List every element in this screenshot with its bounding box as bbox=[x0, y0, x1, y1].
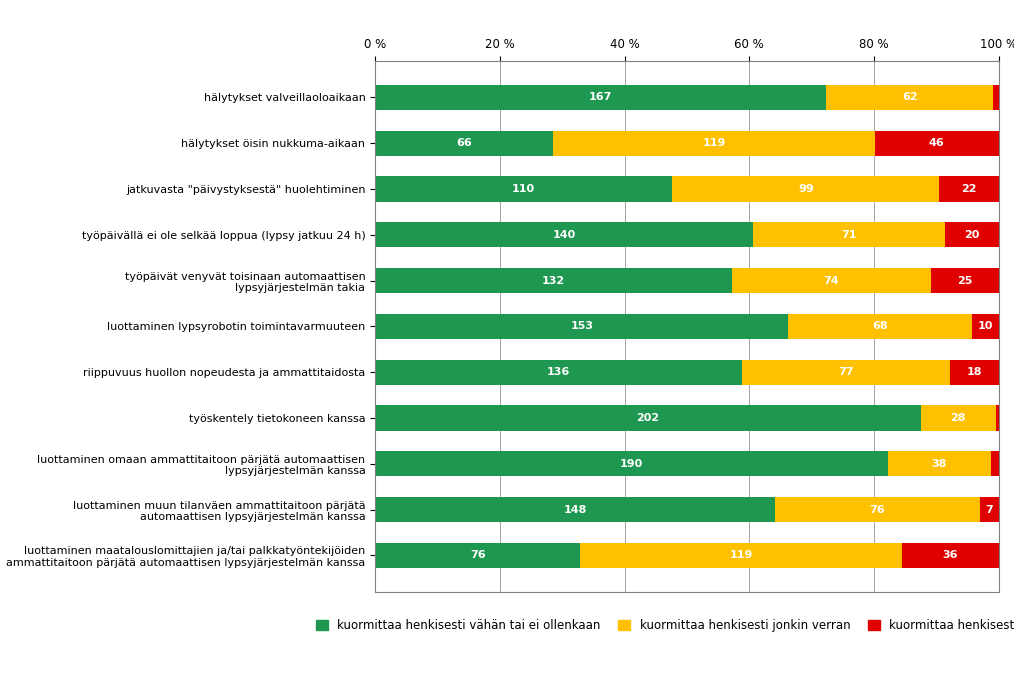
Text: 110: 110 bbox=[512, 184, 535, 194]
Bar bbox=[672, 176, 939, 201]
Bar bbox=[375, 452, 888, 476]
Text: 71: 71 bbox=[842, 229, 857, 240]
Text: 76: 76 bbox=[869, 505, 885, 515]
Bar bbox=[375, 85, 826, 110]
Bar bbox=[875, 131, 999, 155]
Text: 167: 167 bbox=[589, 92, 612, 102]
Bar bbox=[375, 131, 554, 155]
Text: 62: 62 bbox=[901, 92, 918, 102]
Text: 10: 10 bbox=[977, 322, 993, 331]
Bar bbox=[554, 131, 875, 155]
Text: 202: 202 bbox=[636, 413, 659, 423]
Text: 136: 136 bbox=[548, 367, 571, 378]
Bar bbox=[921, 405, 996, 431]
Text: 7: 7 bbox=[986, 505, 994, 515]
Bar bbox=[826, 85, 994, 110]
Bar bbox=[375, 497, 775, 522]
Text: 148: 148 bbox=[563, 505, 587, 515]
Text: 68: 68 bbox=[872, 322, 888, 331]
Bar bbox=[888, 452, 991, 476]
Bar bbox=[375, 314, 788, 339]
Text: 119: 119 bbox=[703, 138, 726, 148]
Bar bbox=[775, 497, 980, 522]
Text: 77: 77 bbox=[839, 367, 854, 378]
Text: 18: 18 bbox=[966, 367, 983, 378]
Bar bbox=[945, 222, 999, 248]
Bar bbox=[375, 405, 921, 431]
Bar bbox=[375, 222, 753, 248]
Bar bbox=[996, 405, 999, 431]
Text: 74: 74 bbox=[823, 275, 840, 285]
Text: 153: 153 bbox=[570, 322, 593, 331]
Text: 28: 28 bbox=[950, 413, 966, 423]
Text: 190: 190 bbox=[620, 459, 643, 469]
Bar bbox=[980, 497, 999, 522]
Text: 99: 99 bbox=[798, 184, 813, 194]
Text: 22: 22 bbox=[961, 184, 976, 194]
Text: 25: 25 bbox=[957, 275, 972, 285]
Bar bbox=[788, 314, 971, 339]
Bar bbox=[753, 222, 945, 248]
Bar bbox=[950, 359, 999, 385]
Bar bbox=[375, 359, 742, 385]
Bar bbox=[994, 85, 999, 110]
Text: 140: 140 bbox=[553, 229, 576, 240]
Text: 20: 20 bbox=[964, 229, 980, 240]
Bar bbox=[971, 314, 999, 339]
Text: 132: 132 bbox=[541, 275, 565, 285]
Bar bbox=[901, 543, 999, 568]
Bar bbox=[939, 176, 999, 201]
Bar bbox=[931, 268, 999, 293]
Text: 76: 76 bbox=[469, 551, 486, 561]
Text: 66: 66 bbox=[456, 138, 473, 148]
Bar bbox=[580, 543, 901, 568]
Legend: kuormittaa henkisesti vähän tai ei ollenkaan, kuormittaa henkisesti jonkin verra: kuormittaa henkisesti vähän tai ei ollen… bbox=[311, 614, 1014, 637]
Text: 119: 119 bbox=[729, 551, 752, 561]
Text: 38: 38 bbox=[932, 459, 947, 469]
Bar bbox=[375, 268, 731, 293]
Bar bbox=[742, 359, 950, 385]
Bar bbox=[375, 543, 580, 568]
Bar bbox=[731, 268, 931, 293]
Text: 36: 36 bbox=[942, 551, 958, 561]
Text: 46: 46 bbox=[929, 138, 945, 148]
Bar bbox=[991, 452, 999, 476]
Bar bbox=[375, 176, 672, 201]
